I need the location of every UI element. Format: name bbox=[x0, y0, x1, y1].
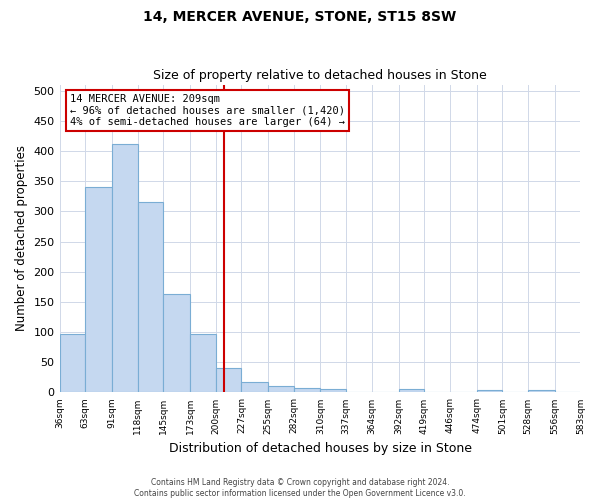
Text: Contains HM Land Registry data © Crown copyright and database right 2024.
Contai: Contains HM Land Registry data © Crown c… bbox=[134, 478, 466, 498]
Text: 14, MERCER AVENUE, STONE, ST15 8SW: 14, MERCER AVENUE, STONE, ST15 8SW bbox=[143, 10, 457, 24]
Bar bbox=[268, 386, 294, 392]
Bar bbox=[85, 187, 112, 392]
Title: Size of property relative to detached houses in Stone: Size of property relative to detached ho… bbox=[153, 69, 487, 82]
Bar bbox=[137, 202, 163, 392]
Bar bbox=[163, 294, 190, 392]
Text: 14 MERCER AVENUE: 209sqm
← 96% of detached houses are smaller (1,420)
4% of semi: 14 MERCER AVENUE: 209sqm ← 96% of detach… bbox=[70, 94, 345, 127]
Bar bbox=[320, 390, 346, 392]
Bar bbox=[216, 368, 241, 392]
Bar bbox=[528, 390, 555, 392]
Bar bbox=[190, 334, 216, 392]
Bar bbox=[112, 144, 137, 392]
Bar bbox=[294, 388, 320, 392]
Bar bbox=[59, 334, 85, 392]
Y-axis label: Number of detached properties: Number of detached properties bbox=[15, 146, 28, 332]
X-axis label: Distribution of detached houses by size in Stone: Distribution of detached houses by size … bbox=[169, 442, 472, 455]
Bar bbox=[476, 390, 502, 392]
Bar bbox=[398, 390, 424, 392]
Bar bbox=[241, 382, 268, 392]
